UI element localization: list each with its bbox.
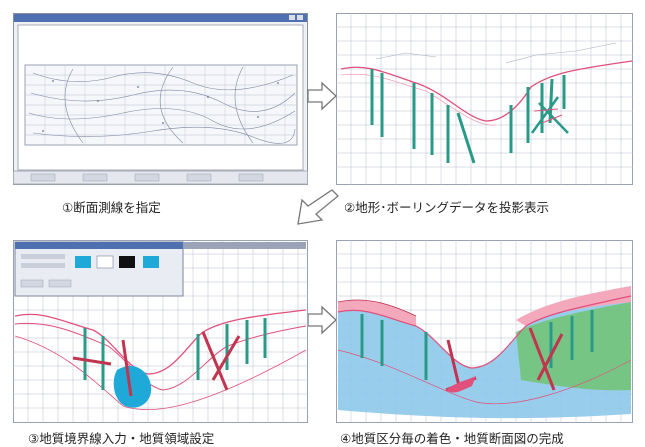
arrow-down-left-icon	[296, 186, 340, 230]
color-swatch-black	[119, 256, 135, 268]
close-button	[297, 15, 303, 20]
step4-caption: ④地質区分毎の着色・地質断面図の完成	[340, 431, 564, 446]
arrow-right-icon	[306, 304, 338, 336]
minimize-button	[289, 15, 295, 20]
panel-step2-projection	[336, 13, 633, 185]
survey-line-window	[13, 13, 308, 185]
panel-step4-completed-section	[336, 240, 633, 423]
selected-region	[113, 365, 152, 408]
panel-step1-window	[13, 13, 308, 185]
terrain-boring-section	[336, 13, 633, 185]
arrow-right-icon	[306, 80, 338, 112]
window-titlebar	[14, 14, 307, 22]
terrain-line	[340, 60, 633, 122]
geologic-section-complete	[336, 240, 633, 423]
layer-settings-dialog	[14, 241, 184, 297]
step2-caption: ②地形･ボーリングデータを投影表示	[344, 200, 549, 215]
step3-caption: ③地質境界線入力・地質領域設定	[28, 431, 215, 446]
color-swatch-cyan	[75, 256, 91, 268]
boring-columns	[370, 69, 566, 164]
boundary-section	[13, 240, 308, 423]
step1-caption: ①断面測線を指定	[62, 200, 161, 215]
panel-step3-boundary-input	[13, 240, 308, 423]
